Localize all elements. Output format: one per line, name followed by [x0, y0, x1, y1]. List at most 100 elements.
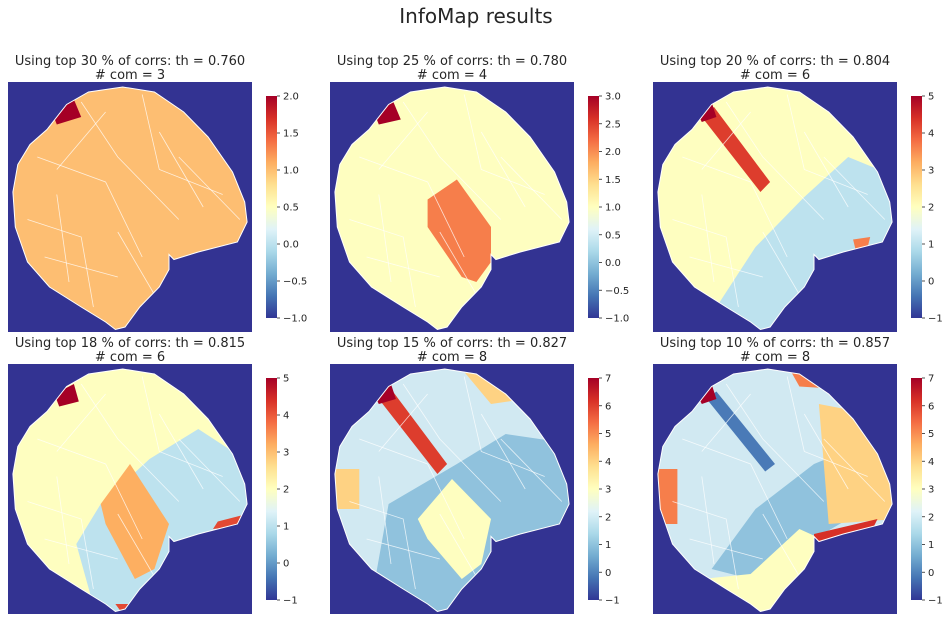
- colorbar-tick-label: 4: [928, 457, 934, 468]
- parcel-boundary: [56, 393, 106, 452]
- parcel-boundary: [56, 111, 106, 170]
- panel-1: Using top 30 % of corrs: th = 0.760# com…: [8, 54, 307, 332]
- colorbar-tick-label: 1.0: [605, 203, 621, 214]
- community-region-2: [427, 179, 491, 282]
- parcel-boundary: [701, 194, 715, 283]
- colorbar: [266, 378, 277, 600]
- colorbar-tick-label: 6: [928, 401, 934, 412]
- parcel-boundary: [366, 256, 440, 278]
- colorbar-tick-label: 2.0: [605, 147, 621, 158]
- panel-subtitle: # com = 4: [417, 68, 487, 83]
- parcel-boundary: [786, 376, 868, 477]
- panel-subtitle: # com = 6: [740, 68, 810, 83]
- colorbar-tick-label: 1: [283, 522, 289, 533]
- parcel-boundary: [378, 393, 428, 452]
- colorbar-tick-label: 7: [928, 374, 934, 385]
- colorbar-tick-label: 0: [928, 277, 934, 288]
- community-region-4: [213, 514, 248, 529]
- parcel-boundary: [402, 101, 502, 220]
- parcel-boundary: [44, 256, 118, 278]
- panel-title: Using top 25 % of corrs: th = 0.780: [337, 54, 567, 69]
- parcel-boundary: [762, 513, 800, 577]
- parcel-boundary: [178, 438, 241, 502]
- parcel-boundary: [117, 231, 155, 295]
- parcel-boundary: [366, 538, 440, 560]
- parcel-boundary: [117, 513, 155, 577]
- colorbar-tick-label: 7: [605, 374, 611, 385]
- parcel-boundary: [178, 156, 241, 220]
- colorbar-tick-label: 0.5: [605, 230, 621, 241]
- parcel-boundary: [725, 383, 825, 502]
- parcel-boundary: [480, 413, 526, 490]
- parcel-boundary: [480, 131, 526, 208]
- community-region-6: [378, 389, 448, 474]
- panel-title: Using top 10 % of corrs: th = 0.857: [660, 336, 890, 351]
- panel-subtitle: # com = 3: [95, 68, 165, 83]
- brain-outline: [12, 86, 248, 331]
- colorbar-tick-label: 5: [283, 374, 289, 385]
- panel-subtitle: # com = 6: [95, 350, 165, 365]
- panel-5: Using top 15 % of corrs: th = 0.827# com…: [330, 336, 620, 614]
- parcel-boundary: [158, 413, 204, 490]
- parcel-boundary: [500, 156, 563, 220]
- colorbar-tick-label: 0: [928, 568, 934, 579]
- parcel-boundary: [80, 383, 180, 502]
- parcel-boundary: [500, 438, 563, 502]
- colorbar-tick-label: 6: [605, 401, 611, 412]
- panel-title: Using top 30 % of corrs: th = 0.760: [15, 54, 245, 69]
- parcel-boundary: [463, 376, 545, 477]
- colorbar-tick-label: 2: [928, 512, 934, 523]
- colorbar-tick-label: 1: [928, 240, 934, 251]
- figure-title: InfoMap results: [399, 4, 553, 28]
- panel-3: Using top 20 % of corrs: th = 0.804# com…: [653, 54, 943, 332]
- parcel-boundary: [463, 94, 545, 195]
- colorbar-tick-label: 3: [928, 166, 934, 177]
- brain-outline: [12, 368, 248, 613]
- parcel-boundary: [378, 476, 392, 565]
- colorbar-tick-label: 0.0: [283, 240, 299, 251]
- colorbar-tick-label: 4: [605, 457, 611, 468]
- colorbar: [266, 96, 277, 318]
- parcel-boundary: [672, 219, 739, 308]
- colorbar-tick-label: 5: [928, 92, 934, 103]
- parcel-boundary: [823, 156, 886, 220]
- community-region-0: [706, 391, 775, 472]
- community-region-4: [701, 107, 771, 192]
- parcel-boundary: [725, 101, 825, 220]
- colorbar-tick-label: −1: [928, 314, 943, 325]
- colorbar-tick-label: 0.0: [605, 258, 621, 269]
- parcel-boundary: [349, 501, 416, 590]
- parcel-boundary: [378, 194, 392, 283]
- parcel-boundary: [158, 131, 204, 208]
- brain-outline: [657, 368, 893, 613]
- colorbar-tick-label: 1: [928, 540, 934, 551]
- brain-outline: [657, 86, 893, 331]
- colorbar-tick-label: 3: [605, 485, 611, 496]
- parcel-boundary: [27, 501, 94, 590]
- parcel-boundary: [689, 538, 763, 560]
- brain-outline: [334, 368, 570, 613]
- parcel-boundary: [56, 194, 70, 283]
- parcel-boundary: [349, 219, 416, 308]
- community-region-4: [334, 469, 360, 509]
- colorbar-tick-label: 2.5: [605, 119, 621, 130]
- colorbar-tick-label: 3.0: [605, 92, 621, 103]
- parcel-boundary: [402, 383, 502, 502]
- colorbar-tick-label: 3: [283, 448, 289, 459]
- parcel-boundary: [701, 111, 751, 170]
- colorbar: [911, 378, 922, 600]
- colorbar-tick-label: 5: [928, 429, 934, 440]
- colorbar-tick-label: 2: [283, 485, 289, 496]
- parcel-boundary: [672, 501, 739, 590]
- colorbar-tick-label: −1.0: [605, 314, 629, 325]
- parcel-boundary: [762, 231, 800, 295]
- parcel-boundary: [27, 219, 94, 308]
- panel-4: Using top 18 % of corrs: th = 0.815# com…: [8, 336, 298, 614]
- colorbar-tick-label: −1: [928, 596, 943, 607]
- parcel-boundary: [378, 111, 428, 170]
- community-region-2: [51, 99, 82, 125]
- panel-title: Using top 20 % of corrs: th = 0.804: [660, 54, 890, 69]
- parcel-boundary: [439, 231, 477, 295]
- colorbar: [588, 96, 599, 318]
